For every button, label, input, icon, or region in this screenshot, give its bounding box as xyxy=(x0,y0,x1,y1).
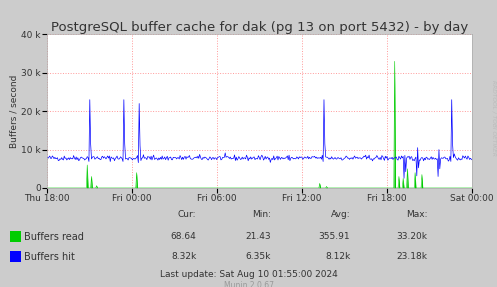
Text: 6.35k: 6.35k xyxy=(246,252,271,261)
Text: 68.64: 68.64 xyxy=(170,232,196,241)
Text: Munin 2.0.67: Munin 2.0.67 xyxy=(224,281,273,287)
Text: 23.18k: 23.18k xyxy=(397,252,427,261)
Y-axis label: Buffers / second: Buffers / second xyxy=(9,75,18,148)
Text: 8.32k: 8.32k xyxy=(171,252,196,261)
Text: 355.91: 355.91 xyxy=(319,232,350,241)
Text: Max:: Max: xyxy=(406,210,427,219)
Text: Buffers hit: Buffers hit xyxy=(24,252,75,262)
Text: Cur:: Cur: xyxy=(178,210,196,219)
Text: RRDTOOL / TOBI OETIKER: RRDTOOL / TOBI OETIKER xyxy=(491,80,496,156)
Text: 8.12k: 8.12k xyxy=(325,252,350,261)
Text: Last update: Sat Aug 10 01:55:00 2024: Last update: Sat Aug 10 01:55:00 2024 xyxy=(160,270,337,280)
Text: Avg:: Avg: xyxy=(331,210,350,219)
Text: Buffers read: Buffers read xyxy=(24,232,83,242)
Title: PostgreSQL buffer cache for dak (pg 13 on port 5432) - by day: PostgreSQL buffer cache for dak (pg 13 o… xyxy=(51,22,468,34)
Text: 33.20k: 33.20k xyxy=(397,232,427,241)
Text: 21.43: 21.43 xyxy=(245,232,271,241)
Text: Min:: Min: xyxy=(252,210,271,219)
